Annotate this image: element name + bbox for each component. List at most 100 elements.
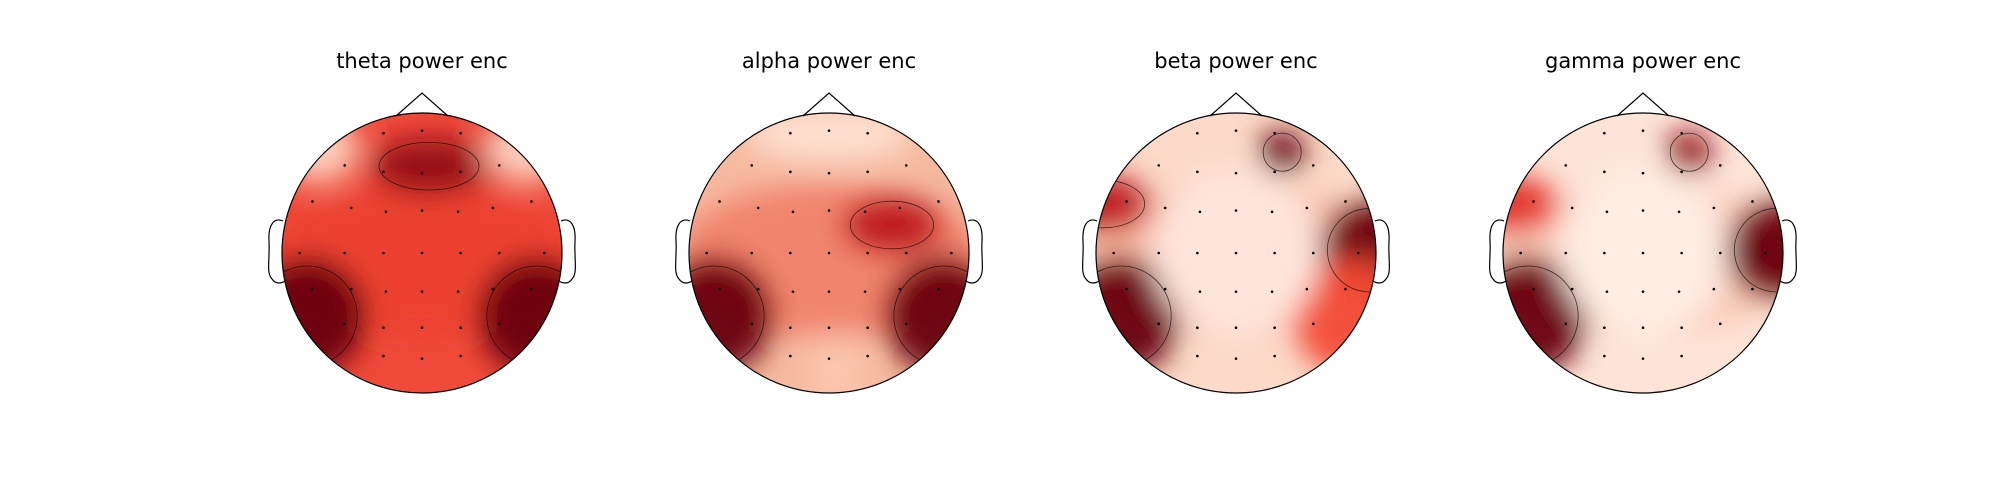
sensor-dot: [1273, 251, 1276, 255]
sensor-dot: [1641, 209, 1645, 212]
sensor-dot: [1112, 251, 1115, 255]
panel-title: gamma power enc: [1545, 49, 1741, 73]
panel-title: theta power enc: [336, 49, 508, 73]
sensor-dot: [904, 164, 908, 167]
sensor-dot: [866, 170, 869, 174]
sensor-dot: [1196, 326, 1199, 330]
sensor-dot: [1196, 170, 1199, 174]
sensor-dot: [937, 287, 940, 291]
sensor-dot: [1570, 206, 1574, 210]
sensor-dot: [827, 357, 831, 360]
nose-outline: [1209, 92, 1263, 117]
sensor-dot: [1163, 287, 1167, 291]
contour-line: [1262, 132, 1302, 172]
sensor-dot: [298, 251, 301, 255]
sensor-dot: [1234, 209, 1238, 212]
sensor-dot: [1305, 287, 1309, 291]
sensor-dot: [1564, 322, 1568, 326]
sensor-dot: [382, 170, 385, 174]
contour-line: [849, 200, 935, 250]
sensor-dot: [1603, 131, 1606, 135]
sensor-dot: [420, 251, 424, 255]
sensor-dot: [1718, 164, 1722, 167]
sensor-dot: [750, 322, 754, 326]
sensor-dot: [530, 287, 533, 291]
sensor-dot: [756, 287, 760, 291]
nose-outline: [1616, 92, 1670, 117]
sensor-dot: [1680, 354, 1683, 358]
contour-line: [378, 141, 480, 191]
field-blob-left-posterior: [689, 257, 774, 375]
sensor-dot: [827, 326, 831, 330]
sensor-dot: [718, 200, 721, 203]
sensor-dot: [1680, 251, 1683, 255]
sensor-dot: [1198, 290, 1202, 293]
sensor-dot: [1357, 251, 1360, 255]
sensor-dot: [420, 290, 424, 293]
sensor-dot: [420, 326, 424, 330]
sensor-dot: [1680, 326, 1683, 330]
sensor-dot: [1641, 290, 1645, 293]
sensor-dot: [382, 326, 385, 330]
sensor-dot: [789, 170, 792, 174]
sensor-dot: [1196, 354, 1199, 358]
sensor-dot: [1234, 129, 1238, 132]
sensor-dot: [705, 251, 708, 255]
sensor-dot: [750, 251, 754, 255]
sensor-dot: [950, 251, 953, 255]
sensor-dot: [1196, 131, 1199, 135]
nose-outline: [802, 92, 856, 117]
head-outline: [281, 112, 563, 394]
sensor-dot: [384, 290, 388, 293]
sensor-dot: [791, 210, 795, 214]
sensor-dot: [1605, 210, 1609, 214]
topomap-panel: beta power enc: [1082, 49, 1390, 394]
sensor-dot: [904, 322, 908, 326]
sensor-dot: [1234, 357, 1238, 360]
sensor-dot: [497, 251, 501, 255]
sensor-dot: [1718, 322, 1722, 326]
sensor-dot: [311, 200, 314, 203]
sensor-dot: [459, 170, 462, 174]
sensor-dot: [420, 209, 424, 212]
sensor-dot: [382, 131, 385, 135]
sensor-dot: [1641, 129, 1645, 132]
sensor-dot: [456, 290, 460, 293]
sensor-dot: [1641, 357, 1645, 360]
left-ear-outline: [1082, 219, 1100, 284]
right-ear-outline: [1779, 219, 1797, 284]
sensor-dot: [420, 171, 424, 175]
sensor-dot: [866, 354, 869, 358]
sensor-dot: [456, 210, 460, 214]
sensor-dot: [1641, 326, 1645, 330]
field-blob-right-frontal-spot: [1666, 129, 1712, 175]
sensor-dot: [904, 251, 908, 255]
nose-outline: [395, 92, 449, 117]
sensor-dot: [1564, 251, 1568, 255]
sensor-dot: [789, 326, 792, 330]
sensor-dot: [866, 251, 869, 255]
sensor-dot: [1603, 251, 1606, 255]
sensor-dot: [1234, 326, 1238, 330]
field-blob-right-central: [843, 197, 941, 253]
field-blob-frontal: [745, 113, 913, 162]
sensor-dot: [1718, 251, 1722, 255]
sensor-dot: [491, 287, 495, 291]
sensor-dot: [1712, 287, 1716, 291]
field-blob-left-posterior: [1503, 257, 1587, 375]
sensor-dot: [459, 354, 462, 358]
sensor-dot: [1270, 210, 1274, 214]
topomap-panel: gamma power enc: [1489, 49, 1797, 394]
sensor-dot: [1125, 287, 1128, 291]
sensor-dot: [343, 322, 347, 326]
sensor-dot: [1163, 206, 1167, 210]
sensor-dot: [1603, 354, 1606, 358]
head-outline: [1502, 112, 1784, 394]
sensor-dot: [1603, 326, 1606, 330]
sensor-dot: [1603, 170, 1606, 174]
field-blob-right-temporal: [1727, 201, 1783, 300]
sensor-dot: [1157, 322, 1161, 326]
field-blob-left-frontal-edge: [282, 113, 359, 183]
field-blob-right-frontal-edge: [485, 113, 562, 183]
